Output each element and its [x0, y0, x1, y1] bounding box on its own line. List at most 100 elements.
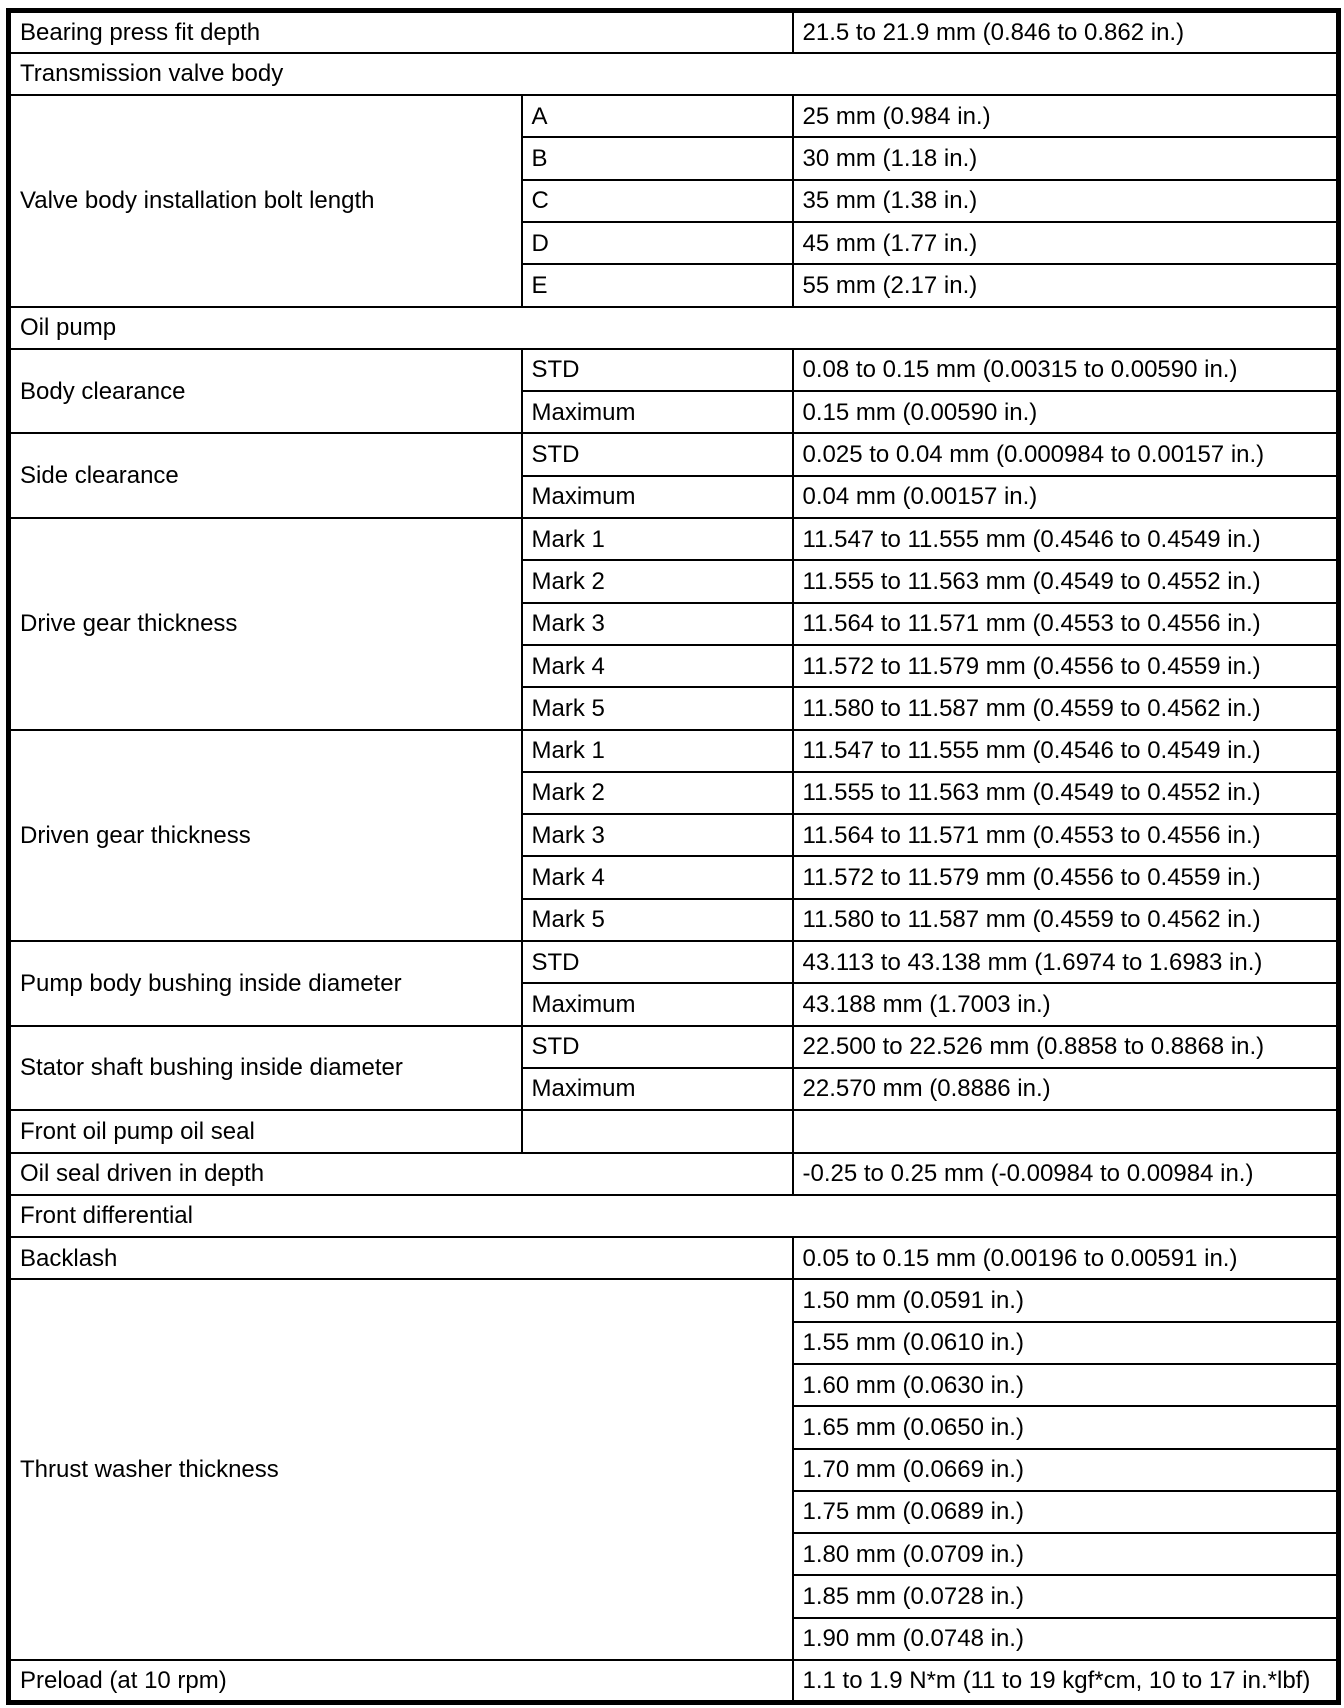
- spec-value: 11.555 to 11.563 mm (0.4549 to 0.4552 in…: [791, 770, 1340, 816]
- table-row: 1.75 mm (0.0689 in.): [9, 1489, 1340, 1535]
- sub-item-label: B: [520, 136, 794, 181]
- item-label: Drive gear thickness: [7, 517, 523, 731]
- spec-table-body: Bearing press fit depth 21.5 to 21.9 mm (…: [7, 9, 1340, 1704]
- spec-value: 11.580 to 11.587 mm (0.4559 to 0.4562 in…: [791, 686, 1340, 731]
- table-row: Maximum 43.188 mm (1.7003 in.): [9, 982, 1340, 1027]
- spec-value: 1.85 mm (0.0728 in.): [791, 1574, 1340, 1619]
- spec-value: 1.50 mm (0.0591 in.): [791, 1278, 1340, 1323]
- table-row: Driven gear thickness Mark 1 11.547 to 11.…: [7, 728, 1340, 943]
- sub-item-label: Maximum: [520, 474, 794, 520]
- table-row: E 55 mm (2.17 in.): [9, 263, 1340, 308]
- table-row: Front oil pump oil seal: [7, 1109, 1340, 1154]
- sub-item-label: E: [520, 263, 794, 308]
- spec-value: -0.25 to 0.25 mm (-0.00984 to 0.00984 in…: [791, 1151, 1340, 1196]
- table-row: Mark 2 11.555 to 11.563 mm (0.4549 to 0.4…: [9, 770, 1340, 816]
- item-label: Pump body bushing inside diameter: [7, 940, 523, 1027]
- sub-item-label: Mark 1: [520, 728, 794, 773]
- spec-value: 21.5 to 21.9 mm (0.846 to 0.862 in.): [791, 9, 1340, 54]
- item-label: Preload (at 10 rpm): [7, 1659, 794, 1704]
- specifications-table: Bearing press fit depth 21.5 to 21.9 mm (…: [6, 8, 1342, 1705]
- item-label: Body clearance: [7, 347, 523, 435]
- spec-value: 55 mm (2.17 in.): [791, 263, 1340, 308]
- section-header: Oil pump: [7, 305, 1340, 350]
- spec-value: 11.580 to 11.587 mm (0.4559 to 0.4562 in…: [791, 897, 1340, 943]
- sub-item-label: Maximum: [520, 390, 794, 435]
- sub-item-label: STD: [520, 940, 794, 985]
- table-row: Mark 4 11.572 to 11.579 mm (0.4556 to 0.4…: [9, 643, 1340, 689]
- spec-value: 25 mm (0.984 in.): [791, 94, 1340, 139]
- spec-value: 0.025 to 0.04 mm (0.000984 to 0.00157 in…: [791, 432, 1340, 477]
- table-row: D 45 mm (1.77 in.): [9, 220, 1340, 266]
- sub-item-label: A: [520, 94, 794, 139]
- spec-value: 1.80 mm (0.0709 in.): [791, 1532, 1340, 1577]
- table-row: 1.65 mm (0.0650 in.): [9, 1405, 1340, 1450]
- spec-value: 11.564 to 11.571 mm (0.4553 to 0.4556 in…: [791, 813, 1340, 858]
- table-row: 1.80 mm (0.0709 in.): [9, 1532, 1340, 1577]
- spec-value: 0.05 to 0.15 mm (0.00196 to 0.00591 in.): [791, 1236, 1340, 1281]
- spec-value: 11.555 to 11.563 mm (0.4549 to 0.4552 in…: [791, 559, 1340, 604]
- sub-item-label: STD: [520, 347, 794, 393]
- sub-item-label: Mark 1: [520, 517, 794, 562]
- table-row: Pump body bushing inside diameter STD 43.1…: [7, 940, 1340, 1027]
- table-row: Stator shaft bushing inside diameter STD 2…: [7, 1024, 1340, 1112]
- spec-value: 0.08 to 0.15 mm (0.00315 to 0.00590 in.): [791, 347, 1340, 393]
- table-row: Body clearance STD 0.08 to 0.15 mm (0.0031…: [7, 347, 1340, 435]
- spec-value: 22.570 mm (0.8886 in.): [791, 1066, 1340, 1112]
- spec-value: 43.188 mm (1.7003 in.): [791, 982, 1340, 1027]
- table-row: 1.55 mm (0.0610 in.): [9, 1320, 1340, 1366]
- item-label: Oil seal driven in depth: [7, 1151, 794, 1196]
- item-label: Front oil pump oil seal: [7, 1109, 523, 1154]
- table-row: Mark 2 11.555 to 11.563 mm (0.4549 to 0.4…: [9, 559, 1340, 604]
- sub-item-label: Mark 4: [520, 855, 794, 900]
- spec-value: 11.564 to 11.571 mm (0.4553 to 0.4556 in…: [791, 601, 1340, 646]
- table-row: Valve body installation bolt length A 25 m…: [7, 94, 1340, 308]
- spec-value: 1.1 to 1.9 N*m (11 to 19 kgf*cm, 10 to 1…: [791, 1659, 1340, 1704]
- table-row: Mark 3 11.564 to 11.571 mm (0.4553 to 0.4…: [9, 813, 1340, 858]
- sub-item-label: C: [520, 178, 794, 223]
- table-row: 1.85 mm (0.0728 in.): [9, 1574, 1340, 1619]
- table-row: Mark 5 11.580 to 11.587 mm (0.4559 to 0.4…: [9, 686, 1340, 731]
- spec-value: 11.572 to 11.579 mm (0.4556 to 0.4559 in…: [791, 855, 1340, 900]
- sub-item-label: D: [520, 220, 794, 266]
- item-label: Bearing press fit depth: [7, 9, 794, 54]
- spec-value: 0.15 mm (0.00590 in.): [791, 390, 1340, 435]
- table-row: Preload (at 10 rpm) 1.1 to 1.9 N*m (11 to…: [7, 1659, 1340, 1704]
- section-header: Transmission valve body: [7, 51, 1340, 97]
- table-row: Drive gear thickness Mark 1 11.547 to 11.5…: [7, 517, 1340, 731]
- spec-value: 45 mm (1.77 in.): [791, 220, 1340, 266]
- sub-item-label: [520, 1109, 794, 1154]
- table-row: C 35 mm (1.38 in.): [9, 178, 1340, 223]
- spec-value: 43.113 to 43.138 mm (1.6974 to 1.6983 in…: [791, 940, 1340, 985]
- sub-item-label: STD: [520, 1024, 794, 1069]
- table-row: Oil seal driven in depth -0.25 to 0.25 mm…: [7, 1151, 1340, 1196]
- table-row: Side clearance STD 0.025 to 0.04 mm (0.000…: [7, 432, 1340, 520]
- table-row: Mark 3 11.564 to 11.571 mm (0.4553 to 0.4…: [9, 601, 1340, 646]
- table-row: Maximum 22.570 mm (0.8886 in.): [9, 1066, 1340, 1112]
- table-row: Mark 5 11.580 to 11.587 mm (0.4559 to 0.4…: [9, 897, 1340, 943]
- sub-item-label: Mark 2: [520, 770, 794, 816]
- table-row: 1.70 mm (0.0669 in.): [9, 1447, 1340, 1492]
- spec-value: [791, 1109, 1340, 1154]
- table-row: Bearing press fit depth 21.5 to 21.9 mm (…: [7, 9, 1340, 54]
- spec-value: 1.60 mm (0.0630 in.): [791, 1362, 1340, 1408]
- sub-item-label: STD: [520, 432, 794, 477]
- spec-value: 1.65 mm (0.0650 in.): [791, 1405, 1340, 1450]
- sub-item-label: Mark 3: [520, 813, 794, 858]
- spec-value: 11.572 to 11.579 mm (0.4556 to 0.4559 in…: [791, 643, 1340, 689]
- spec-value: 11.547 to 11.555 mm (0.4546 to 0.4549 in…: [791, 728, 1340, 773]
- table-row: Mark 4 11.572 to 11.579 mm (0.4556 to 0.4…: [9, 855, 1340, 900]
- item-label: Driven gear thickness: [7, 728, 523, 943]
- item-label: Stator shaft bushing inside diameter: [7, 1024, 523, 1112]
- sub-item-label: Mark 4: [520, 643, 794, 689]
- sub-item-label: Mark 5: [520, 897, 794, 943]
- spec-value: 1.90 mm (0.0748 in.): [791, 1616, 1340, 1662]
- spec-value: 1.55 mm (0.0610 in.): [791, 1320, 1340, 1366]
- table-row: Oil pump: [7, 305, 1340, 350]
- spec-value: 22.500 to 22.526 mm (0.8858 to 0.8868 in…: [791, 1024, 1340, 1069]
- section-header: Front differential: [7, 1193, 1340, 1239]
- table-row: Maximum 0.04 mm (0.00157 in.): [9, 474, 1340, 520]
- spec-value: 1.75 mm (0.0689 in.): [791, 1489, 1340, 1535]
- item-label: Thrust washer thickness: [7, 1278, 794, 1662]
- table-row: Thrust washer thickness 1.50 mm (0.0591 i…: [7, 1278, 1340, 1662]
